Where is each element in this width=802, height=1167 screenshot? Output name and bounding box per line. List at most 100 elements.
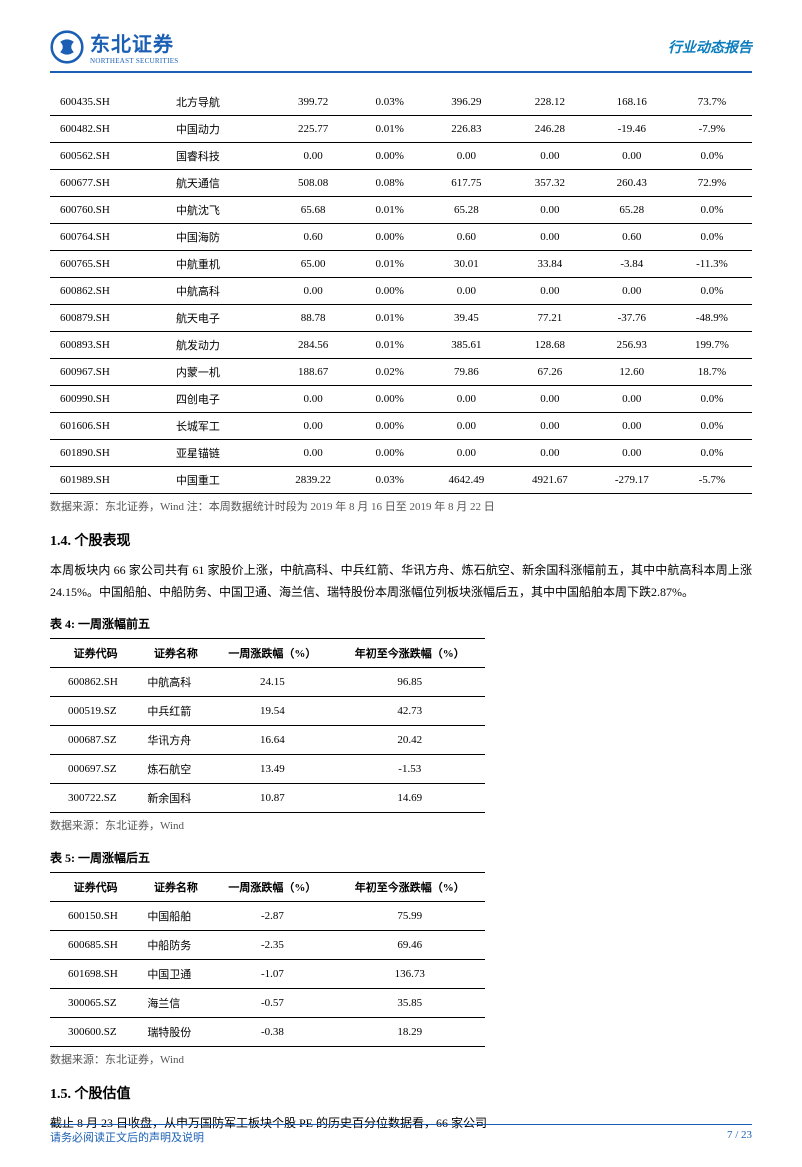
table-cell: 0.00	[592, 413, 672, 440]
table-cell: 42.73	[334, 697, 485, 726]
table-cell: 航天电子	[172, 305, 271, 332]
table-row: 600862.SH中航高科0.000.00%0.000.000.000.0%	[50, 278, 752, 305]
column-header: 证券名称	[141, 639, 210, 668]
company-logo-icon	[50, 30, 84, 64]
table-cell: 0.08%	[355, 170, 425, 197]
table-cell: 0.00	[271, 278, 355, 305]
logo-block: 东北证券 NORTHEAST SECURITIES	[50, 28, 178, 65]
table-cell: 0.00%	[355, 386, 425, 413]
table-cell: 246.28	[508, 116, 592, 143]
table-cell: 0.00	[592, 440, 672, 467]
table-cell: 128.68	[508, 332, 592, 359]
table-cell: 600990.SH	[50, 386, 172, 413]
table-cell: 168.16	[592, 89, 672, 116]
table-cell: 0.03%	[355, 467, 425, 494]
footer-page-number: 7 / 23	[727, 1129, 752, 1145]
table-cell: -3.84	[592, 251, 672, 278]
table-cell: -37.76	[592, 305, 672, 332]
table-cell: 13.49	[211, 755, 335, 784]
table-cell: 600435.SH	[50, 89, 172, 116]
table-cell: 600150.SH	[50, 902, 141, 931]
table-cell: 航发动力	[172, 332, 271, 359]
table-cell: 600893.SH	[50, 332, 172, 359]
table-cell: 中国船舶	[141, 902, 210, 931]
table-cell: 0.00	[592, 278, 672, 305]
table-cell: 0.01%	[355, 305, 425, 332]
table-cell: 0.01%	[355, 197, 425, 224]
table-row: 600760.SH中航沈飞65.680.01%65.280.0065.280.0…	[50, 197, 752, 224]
page-footer: 请务必阅读正文后的声明及说明 7 / 23	[50, 1124, 752, 1145]
table-cell: 0.00	[508, 278, 592, 305]
table-cell: 0.00	[425, 278, 509, 305]
table-cell: 600482.SH	[50, 116, 172, 143]
table-row: 300600.SZ瑞特股份-0.3818.29	[50, 1018, 485, 1047]
table-cell: 中国动力	[172, 116, 271, 143]
report-type-label: 行业动态报告	[668, 37, 752, 57]
table-cell: 0.01%	[355, 116, 425, 143]
table-cell: 600765.SH	[50, 251, 172, 278]
table-cell: 0.00	[425, 413, 509, 440]
section-1-4-heading: 1.4. 个股表现	[50, 530, 752, 550]
table-cell: -19.46	[592, 116, 672, 143]
table-row: 600765.SH中航重机65.000.01%30.0133.84-3.84-1…	[50, 251, 752, 278]
table-cell: 0.0%	[672, 440, 752, 467]
table-cell: 396.29	[425, 89, 509, 116]
table-cell: 中国重工	[172, 467, 271, 494]
table-cell: 600677.SH	[50, 170, 172, 197]
table-cell: 中航高科	[141, 668, 210, 697]
table-cell: 12.60	[592, 359, 672, 386]
table-cell: 300065.SZ	[50, 989, 141, 1018]
table-cell: 2839.22	[271, 467, 355, 494]
table1-source: 数据来源：东北证券，Wind 注：本周数据统计时段为 2019 年 8 月 16…	[50, 498, 752, 514]
table-cell: 75.99	[334, 902, 485, 931]
table-cell: 33.84	[508, 251, 592, 278]
table-cell: -279.17	[592, 467, 672, 494]
table-cell: 内蒙一机	[172, 359, 271, 386]
table-row: 600677.SH航天通信508.080.08%617.75357.32260.…	[50, 170, 752, 197]
table-cell: 20.42	[334, 726, 485, 755]
table-cell: 0.00	[592, 143, 672, 170]
table-cell: 199.7%	[672, 332, 752, 359]
column-header: 年初至今涨跌幅（%）	[334, 639, 485, 668]
table-cell: 0.00	[271, 386, 355, 413]
table-cell: 96.85	[334, 668, 485, 697]
table-cell: 0.00%	[355, 143, 425, 170]
table-cell: 65.28	[592, 197, 672, 224]
table-cell: -1.53	[334, 755, 485, 784]
table-cell: 35.85	[334, 989, 485, 1018]
company-name-cn: 东北证券	[90, 28, 178, 57]
table-cell: 601890.SH	[50, 440, 172, 467]
table-cell: 长城军工	[172, 413, 271, 440]
table-cell: 0.03%	[355, 89, 425, 116]
table-cell: 600764.SH	[50, 224, 172, 251]
table-cell: 0.00	[271, 413, 355, 440]
table-cell: 0.0%	[672, 413, 752, 440]
table-row: 300722.SZ新余国科10.8714.69	[50, 784, 485, 813]
table-cell: 0.00	[425, 440, 509, 467]
table-row: 600764.SH中国海防0.600.00%0.600.000.600.0%	[50, 224, 752, 251]
company-name-en: NORTHEAST SECURITIES	[90, 57, 178, 65]
table-cell: 14.69	[334, 784, 485, 813]
table-cell: 0.00	[508, 413, 592, 440]
page-header: 东北证券 NORTHEAST SECURITIES 行业动态报告	[50, 28, 752, 73]
column-header: 证券代码	[50, 873, 141, 902]
table-cell: 航天通信	[172, 170, 271, 197]
table-cell: 65.28	[425, 197, 509, 224]
table-cell: 79.86	[425, 359, 509, 386]
table-cell: 69.46	[334, 931, 485, 960]
table-cell: 617.75	[425, 170, 509, 197]
table-cell: 中兵红箭	[141, 697, 210, 726]
table-cell: -5.7%	[672, 467, 752, 494]
table-cell: 0.00	[508, 440, 592, 467]
table-row: 601606.SH长城军工0.000.00%0.000.000.000.0%	[50, 413, 752, 440]
section-1-5-heading: 1.5. 个股估值	[50, 1083, 752, 1103]
table-row: 601989.SH中国重工2839.220.03%4642.494921.67-…	[50, 467, 752, 494]
table-cell: -1.07	[211, 960, 335, 989]
table-cell: 385.61	[425, 332, 509, 359]
table-cell: 300600.SZ	[50, 1018, 141, 1047]
table-cell: -11.3%	[672, 251, 752, 278]
table-cell: 0.02%	[355, 359, 425, 386]
table-cell: 0.00	[508, 386, 592, 413]
column-header: 年初至今涨跌幅（%）	[334, 873, 485, 902]
table-cell: 300722.SZ	[50, 784, 141, 813]
